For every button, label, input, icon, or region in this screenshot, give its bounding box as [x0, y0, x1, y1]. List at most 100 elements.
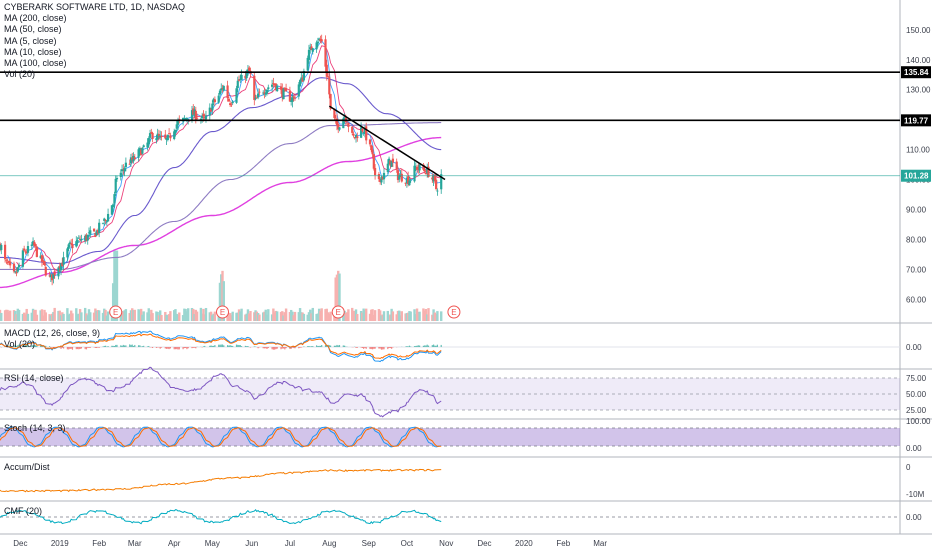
candle-body: [195, 117, 199, 119]
candle-body: [302, 71, 305, 81]
legend-ma5[interactable]: MA (5, close): [4, 35, 57, 46]
volume-bar: [315, 313, 318, 321]
earnings-marker[interactable]: E: [109, 305, 123, 319]
volume-bar: [440, 311, 443, 321]
earnings-marker[interactable]: E: [216, 305, 230, 319]
macd-tick-label: 0.00: [906, 343, 922, 352]
macd-histogram-bar: [143, 345, 145, 347]
volume-bar: [204, 307, 208, 321]
candle-body: [354, 134, 358, 138]
candle-body: [133, 157, 136, 160]
candle-body: [254, 97, 257, 100]
legend-ma10[interactable]: MA (10, close): [4, 46, 62, 57]
candle-body: [222, 86, 225, 91]
candle-body: [391, 158, 394, 163]
volume-bar: [200, 313, 204, 321]
macd-histogram-bar: [85, 347, 88, 350]
candle-body: [124, 162, 127, 168]
macd-histogram-bar: [307, 346, 309, 347]
volume-bar: [85, 313, 88, 321]
macd-histogram-bar: [131, 344, 133, 347]
candle-body: [342, 118, 345, 129]
volume-bar: [186, 308, 190, 321]
candle-body: [282, 88, 285, 100]
macd-histogram-bar: [379, 347, 381, 349]
earnings-marker[interactable]: E: [447, 305, 461, 319]
candle-body: [71, 243, 74, 249]
candle-body: [226, 85, 229, 99]
candle-body: [318, 38, 321, 41]
candle-body: [379, 178, 382, 182]
stoch-pane-label[interactable]: Stoch (14, 3, 3): [4, 423, 66, 433]
volume-bar: [103, 308, 106, 321]
macd-histogram-bar: [418, 345, 421, 347]
candle-body: [7, 261, 11, 263]
volume-bar: [245, 313, 248, 321]
candle-body: [57, 267, 60, 277]
legend-ma100[interactable]: MA (100, close): [4, 58, 67, 69]
candle-body: [264, 92, 267, 95]
volume-bar: [373, 310, 377, 321]
candle-body: [98, 222, 101, 233]
rsi-pane-label[interactable]: RSI (14, close): [4, 373, 64, 383]
volume-bar: [59, 315, 63, 321]
volume-bar: [239, 311, 242, 321]
volume-bar: [77, 313, 81, 321]
volume-bar: [33, 310, 36, 321]
candle-body: [201, 115, 204, 119]
macd-histogram-bar: [195, 347, 197, 349]
legend-ma200[interactable]: MA (200, close): [4, 13, 67, 24]
candle-body: [309, 47, 312, 50]
candle-body: [43, 261, 46, 265]
macd-pane-label[interactable]: MACD (12, 26, close, 9): [4, 328, 101, 338]
macd-histogram-bar: [209, 345, 211, 347]
time-tick-label: Feb: [556, 539, 570, 548]
volume-bar: [94, 308, 97, 321]
volume-bar: [105, 315, 109, 321]
legend-vol[interactable]: Vol (20): [4, 69, 36, 80]
macd-histogram-bar: [374, 347, 376, 349]
volume-bar: [101, 312, 105, 321]
volume-bar: [291, 311, 294, 321]
volume-bar: [185, 311, 189, 321]
candle-body: [53, 271, 56, 276]
level-tag-label: 135.84: [904, 68, 929, 77]
macd-histogram-bar: [148, 345, 150, 347]
macd-histogram-bar: [120, 345, 122, 347]
ad-tick-label: 0: [906, 463, 911, 472]
candle-body: [239, 79, 242, 80]
volume-bar: [253, 312, 256, 321]
volume-bar: [66, 308, 69, 321]
candle-body: [141, 147, 144, 154]
macd-histogram-bar: [213, 345, 215, 347]
stoch-tick-label: 0.00: [906, 444, 922, 453]
legend-ma50[interactable]: MA (50, close): [4, 24, 62, 35]
volume-bar: [270, 314, 274, 321]
volume-bar: [292, 315, 295, 321]
volume-bar: [293, 311, 297, 321]
macd-histogram-bar: [343, 345, 346, 347]
earnings-marker[interactable]: E: [331, 305, 345, 319]
candle-body: [128, 163, 131, 165]
earnings-marker-circle: [216, 305, 230, 319]
vol-overlay-label[interactable]: Vol (20): [4, 339, 36, 349]
candle-body: [184, 118, 187, 120]
candle-body: [319, 38, 322, 41]
price-tick-label: 130.00: [906, 86, 931, 95]
candle-body: [146, 142, 149, 148]
macd-histogram-bar: [316, 345, 318, 347]
candle-body: [329, 93, 332, 109]
macd-histogram-bar: [360, 347, 362, 348]
macd-histogram-bar: [79, 347, 81, 349]
ad-pane-label[interactable]: Accum/Dist: [4, 462, 50, 472]
macd-histogram-bar: [361, 347, 363, 348]
ad-line: [0, 468, 442, 493]
candle-body: [229, 103, 232, 105]
candle-body: [306, 57, 309, 71]
volume-bar: [399, 315, 402, 321]
cmf-pane-label[interactable]: CMF (20): [4, 506, 42, 516]
macd-histogram-bar: [436, 344, 438, 347]
candle-body: [209, 108, 213, 112]
volume-bar: [133, 309, 136, 321]
